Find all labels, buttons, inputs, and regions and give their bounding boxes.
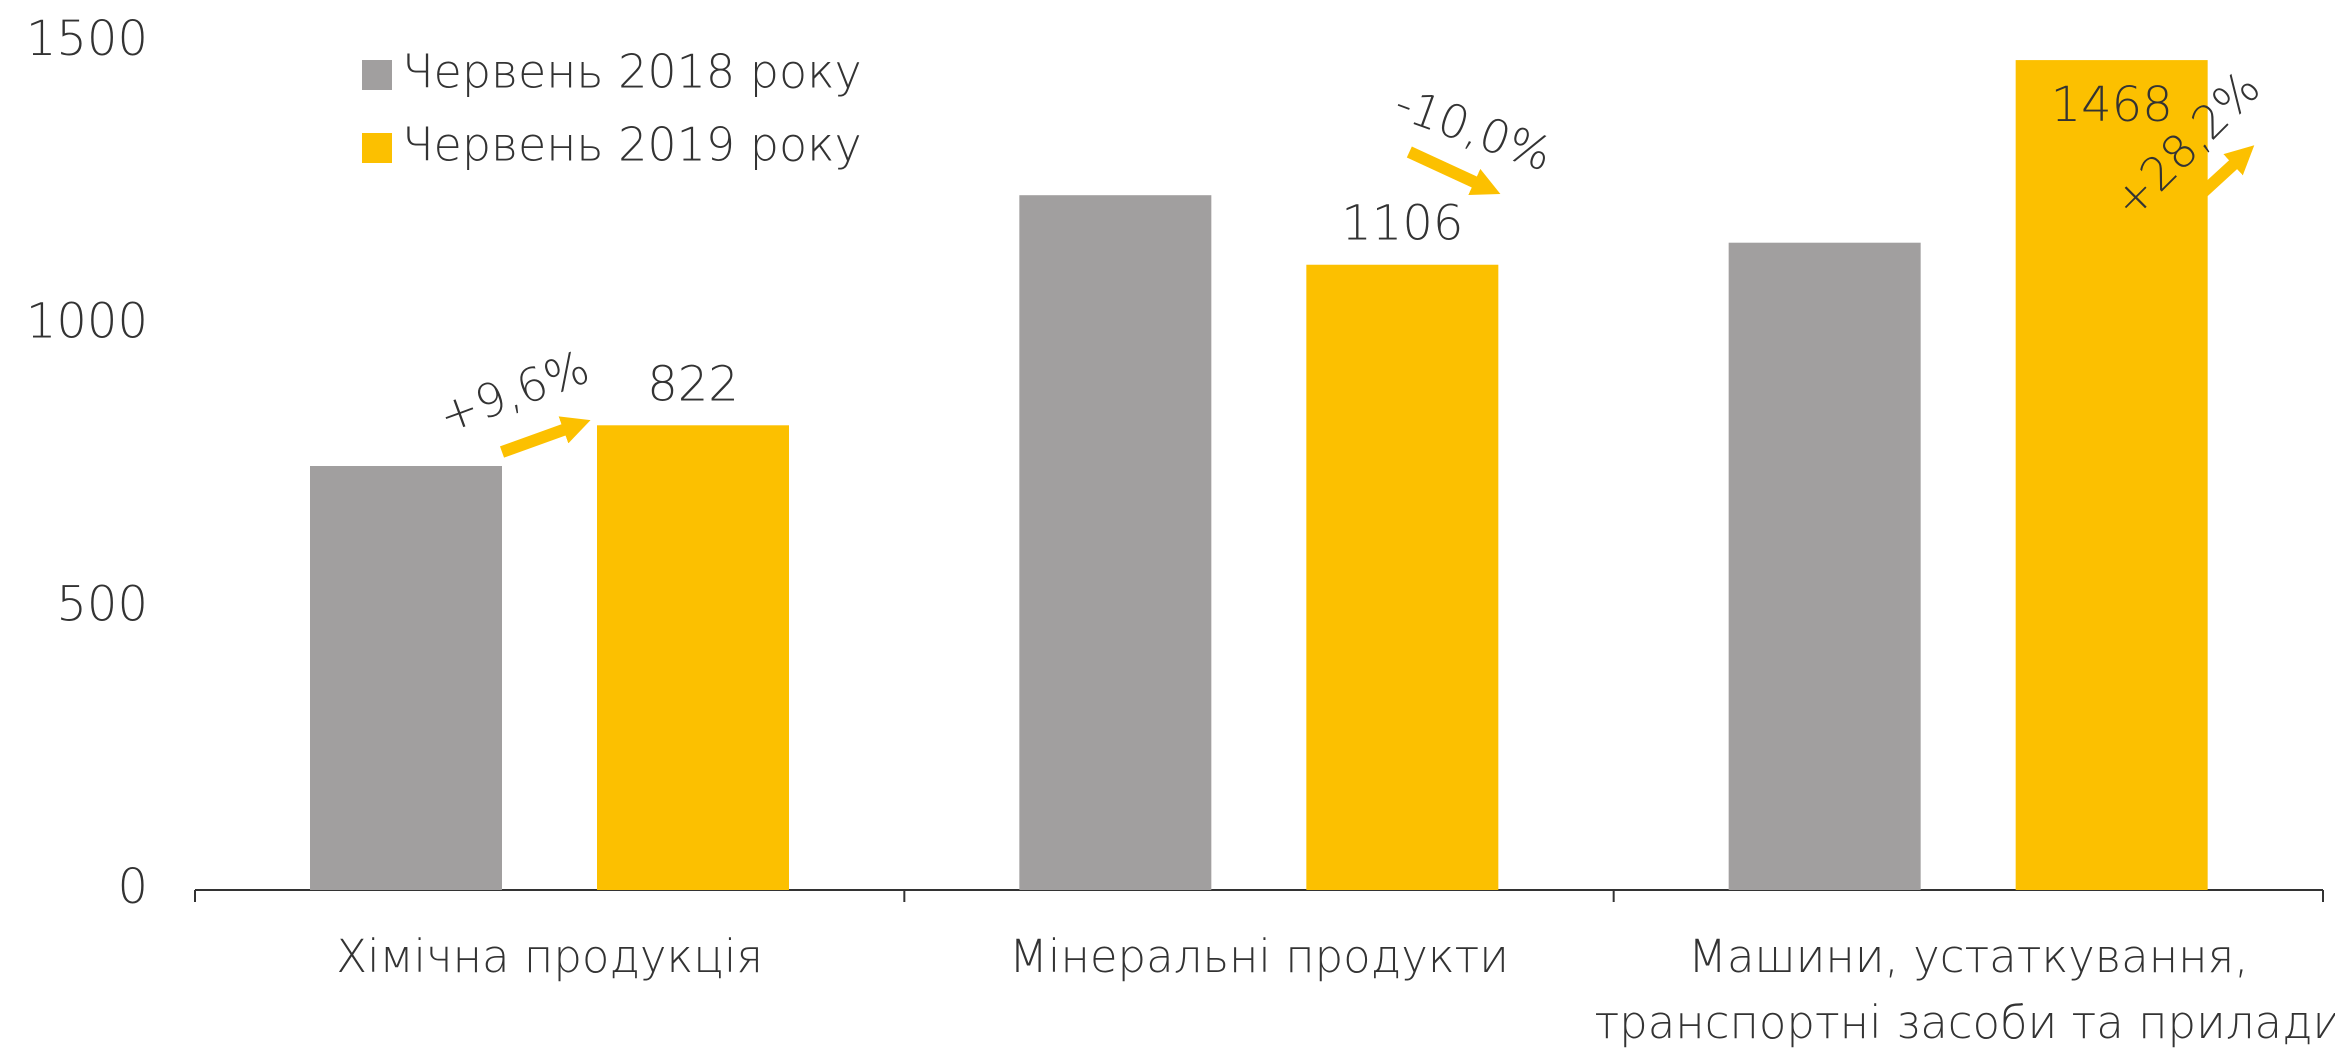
- data-label: 1106: [1341, 196, 1463, 252]
- bar: [310, 466, 502, 890]
- x-tick-label: Мінеральні продукти: [1009, 930, 1509, 983]
- annotation-arrow: [1406, 146, 1501, 196]
- x-tick-label: Машини, устаткування, транспортні засоби …: [1594, 930, 2335, 1049]
- legend-label: Червень 2019 року: [402, 118, 862, 172]
- y-tick-label: 1000: [26, 294, 148, 350]
- bar: [1306, 264, 1499, 890]
- y-tick-label: 0: [117, 859, 148, 915]
- annotation-arrow: [2179, 145, 2255, 215]
- bar: [1728, 242, 1921, 890]
- bar: [597, 425, 789, 890]
- y-tick-label: 1500: [26, 11, 148, 67]
- data-label: 1468: [2051, 77, 2173, 133]
- data-label: 822: [647, 356, 739, 412]
- legend-swatch: [362, 133, 392, 163]
- legend-label: Червень 2018 року: [402, 45, 862, 99]
- annotation: -10,0%: [1388, 76, 1559, 182]
- annotation-arrow: [499, 416, 591, 458]
- bar: [1019, 195, 1212, 891]
- x-tick-label: Хімічна продукція: [336, 930, 763, 983]
- legend-swatch: [362, 60, 392, 90]
- bar: [2015, 60, 2208, 890]
- y-tick-label: 500: [56, 576, 148, 632]
